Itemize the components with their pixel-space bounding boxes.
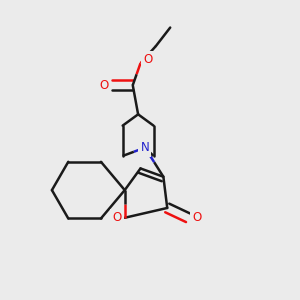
Text: O: O [99,79,108,92]
Text: O: O [143,53,152,66]
Text: N: N [141,141,149,154]
Text: O: O [192,211,202,224]
Text: O: O [112,211,122,224]
